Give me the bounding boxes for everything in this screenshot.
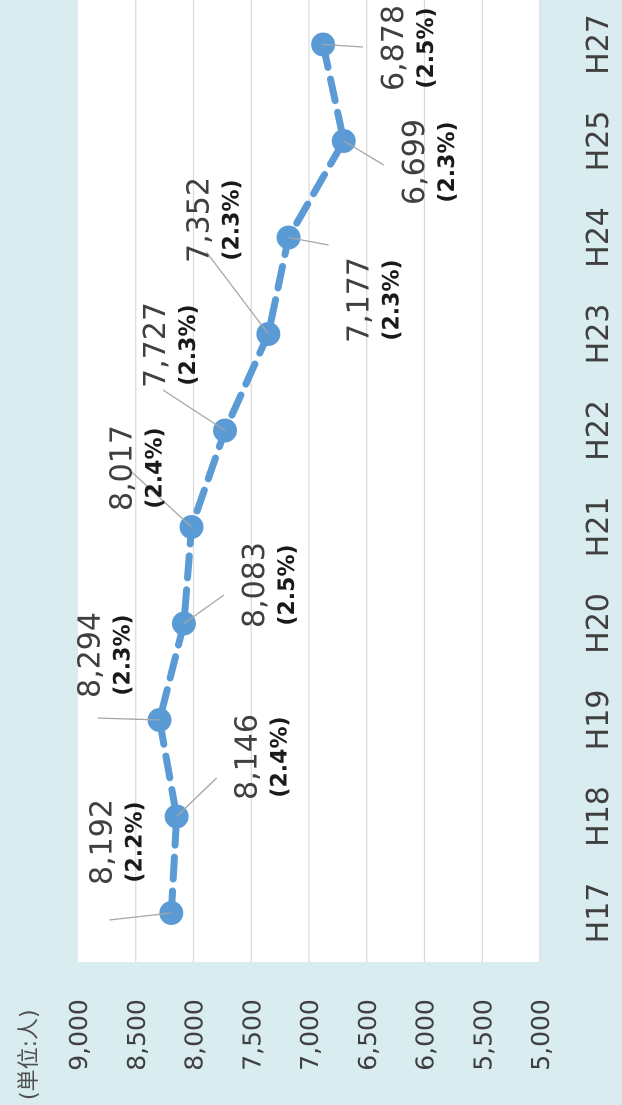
y-tick-label: 7,500 xyxy=(237,999,266,1071)
percent-label: (2.5%) xyxy=(414,7,439,88)
leader-line xyxy=(288,236,329,246)
value-label: 8,017 xyxy=(105,425,140,511)
value-label: 8,192 xyxy=(84,799,119,885)
y-tick-label: 7,000 xyxy=(295,999,324,1071)
leader-line xyxy=(162,389,226,432)
value-label: 8,083 xyxy=(237,542,272,628)
y-tick-label: 5,000 xyxy=(526,999,555,1071)
y-tick-label: 6,500 xyxy=(353,999,382,1071)
value-label: 7,727 xyxy=(138,302,173,388)
value-label: 6,699 xyxy=(397,119,432,205)
percent-label: (2.4%) xyxy=(268,716,293,797)
y-tick-label: 8,500 xyxy=(122,999,151,1071)
leader-line xyxy=(176,777,218,817)
value-label: 7,177 xyxy=(342,257,377,343)
category-label: H20 xyxy=(581,593,616,654)
leader-line xyxy=(129,469,192,528)
percent-label: (2.4%) xyxy=(143,427,168,508)
value-label: 6,878 xyxy=(376,5,411,91)
percent-label: (2.5%) xyxy=(275,544,300,625)
unit-label: (単位:人) xyxy=(17,1009,42,1100)
gridlines xyxy=(135,0,541,962)
percent-label: (2.3%) xyxy=(111,614,136,695)
leader-line xyxy=(343,140,385,166)
category-label: H25 xyxy=(581,111,616,172)
y-tick-label: 6,000 xyxy=(411,999,440,1071)
category-label: H21 xyxy=(581,497,616,558)
category-label: H17 xyxy=(581,883,616,944)
category-label: H18 xyxy=(581,786,616,847)
value-label: 8,294 xyxy=(73,612,108,698)
value-label: 7,352 xyxy=(181,177,216,263)
percent-label: (2.3%) xyxy=(219,179,244,260)
y-tick-label: 9,000 xyxy=(64,999,93,1071)
category-label: H23 xyxy=(581,304,616,365)
value-label: 8,146 xyxy=(230,714,265,800)
percent-label: (2.2%) xyxy=(122,801,147,882)
leader-line xyxy=(97,717,160,721)
y-axis-ticks: 9,000 8,500 8,000 7,500 7,000 6,500 6,000 5,500… xyxy=(64,999,555,1071)
percent-label: (2.3%) xyxy=(176,304,201,385)
leader-line xyxy=(183,594,225,625)
y-tick-label: 8,000 xyxy=(180,999,209,1071)
category-label: H24 xyxy=(581,207,616,268)
y-tick-label: 5,500 xyxy=(468,999,497,1071)
series-line xyxy=(156,41,348,917)
leader-line xyxy=(323,43,364,48)
percent-label: (2.3%) xyxy=(380,259,405,340)
leader-line xyxy=(109,912,172,921)
data-labels: 8,192 (2.2%)8,146 (2.4%)8,294 (2.3%)8,083 (2… xyxy=(73,5,460,921)
category-label: H19 xyxy=(581,690,616,751)
percent-label: (2.3%) xyxy=(435,121,460,202)
category-label: H22 xyxy=(581,400,616,461)
category-label: H27 xyxy=(581,14,616,75)
x-axis-categories: H17 H18 H19 H20 H21 H22 H23 H24 H25 H27 xyxy=(581,14,616,943)
leader-line xyxy=(205,251,269,335)
